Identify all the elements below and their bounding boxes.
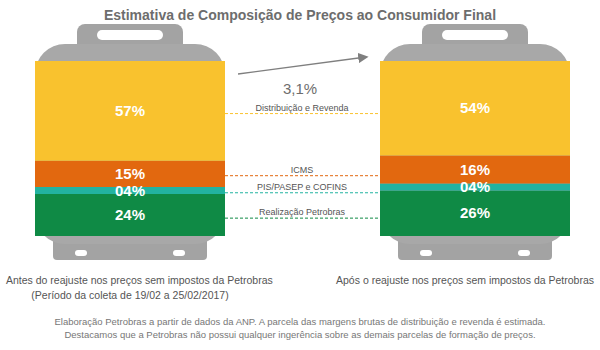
cylinder-foot-hole <box>75 250 87 256</box>
cylinder-body <box>380 44 570 244</box>
segment <box>380 61 570 156</box>
data-label: 16% <box>460 161 490 178</box>
cylinder <box>35 24 225 260</box>
data-label: 26% <box>460 204 490 221</box>
chart-svg: Estimativa de Composição de Preços ao Co… <box>0 0 600 350</box>
series-label: PIS/PASEP e COFINS <box>257 182 347 192</box>
annotation: (Período da coleta de 19/02 a 25/02/2017… <box>31 289 228 301</box>
data-label: 54% <box>460 99 490 116</box>
category-label: Antes do reajuste nos preços sem imposto… <box>6 274 273 286</box>
series-label: Distribuição e Revenda <box>255 103 348 113</box>
data-label: 04% <box>115 182 145 199</box>
data-label: 24% <box>115 206 145 223</box>
data-label: 04% <box>460 178 490 195</box>
cylinder-foot-hole <box>173 250 185 256</box>
cylinder-handle-hole <box>442 30 508 40</box>
segment <box>35 194 225 236</box>
cylinder-handle-hole <box>97 30 163 40</box>
series-label: ICMS <box>291 165 314 175</box>
category-label: Após o reajuste nos preços sem impostos … <box>336 274 594 286</box>
segments <box>35 61 225 236</box>
series-label: Realização Petrobras <box>259 207 346 217</box>
segment <box>380 191 570 237</box>
footnote: Elaboração Petrobras a partir de dados d… <box>55 316 546 327</box>
arrow <box>238 57 366 74</box>
data-label: 57% <box>115 102 145 119</box>
segments <box>380 61 570 236</box>
title: Estimativa de Composição de Preços ao Co… <box>104 7 496 23</box>
cylinder <box>380 24 570 260</box>
connector <box>225 175 380 176</box>
segment <box>35 61 225 161</box>
cylinder-body <box>35 44 225 244</box>
cylinder-foot-hole <box>420 250 432 256</box>
cylinder-foot-hole <box>518 250 530 256</box>
data-label: 15% <box>115 165 145 182</box>
chart-container: Estimativa de Composição de Preços ao Co… <box>0 0 600 350</box>
connector <box>225 113 380 114</box>
footnote: Destacamos que a Petrobras não possui qu… <box>64 329 535 340</box>
annotation: 3,1% <box>283 80 317 97</box>
connector <box>225 192 380 193</box>
connector <box>225 218 380 219</box>
